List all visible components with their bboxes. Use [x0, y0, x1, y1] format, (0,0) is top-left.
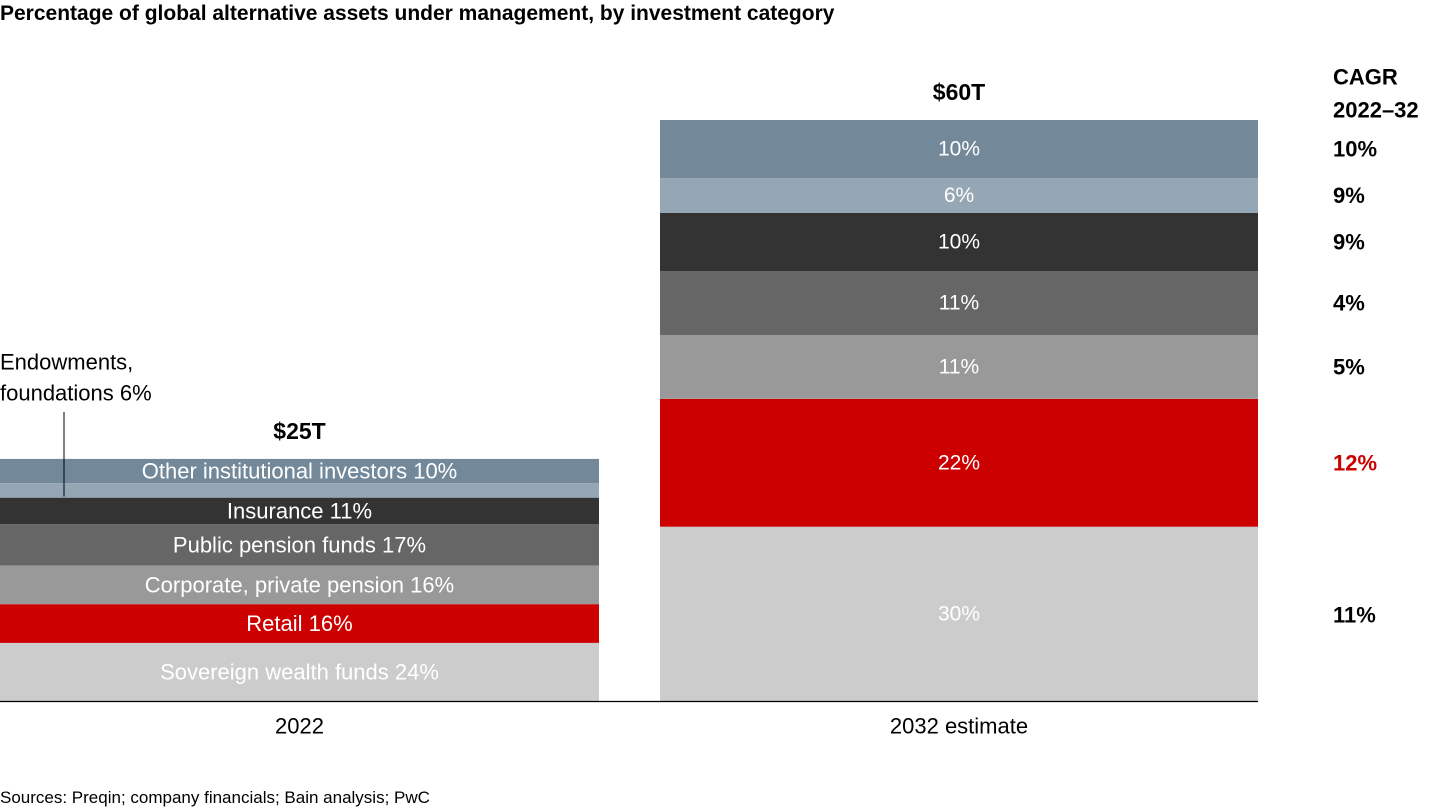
- bar-segment-public-0: [0, 524, 599, 566]
- segment-label-insurance-1: 10%: [938, 231, 980, 254]
- segment-label-public-1: 11%: [939, 292, 979, 315]
- chart-title: Percentage of global alternative assets …: [0, 2, 835, 25]
- bar-segment-endowments-1: [660, 178, 1258, 213]
- bar-segment-sovereign-1: [660, 526, 1258, 701]
- stacked-bar-chart: Sovereign wealth funds 24% Retail 16% Corp…: [0, 65, 1419, 739]
- segment-label-public-0: Public pension funds 17%: [173, 532, 426, 557]
- segment-label-other-1: 10%: [938, 138, 980, 161]
- cagr-value-public: 4%: [1333, 291, 1365, 316]
- bar-segment-sovereign-0: [0, 642, 599, 701]
- bar-segment-public-1: [660, 271, 1258, 335]
- cagr-header-line-1: 2022–32: [1333, 98, 1419, 123]
- cagr-value-insurance: 9%: [1333, 230, 1365, 255]
- segment-label-retail-1: 22%: [938, 451, 980, 474]
- bar-segment-insurance-0: [0, 497, 599, 525]
- segment-label-sovereign-1: 30%: [938, 602, 980, 625]
- cagr-value-corporate: 5%: [1333, 354, 1365, 379]
- segment-label-corporate-1: 11%: [939, 355, 979, 378]
- source-note: Sources: Preqin; company financials; Bai…: [0, 788, 430, 807]
- total-label-0: $25T: [273, 418, 325, 444]
- callout-text-line-0: Endowments,: [0, 350, 133, 375]
- cagr-value-other: 10%: [1333, 137, 1377, 162]
- bar-segment-other-1: [660, 120, 1258, 179]
- total-label-1: $60T: [933, 79, 985, 105]
- cagr-header-line-0: CAGR: [1333, 65, 1398, 90]
- segment-label-corporate-0: Corporate, private pension 16%: [145, 572, 454, 597]
- bar-segment-retail-0: [0, 604, 599, 643]
- bar-segment-corporate-0: [0, 565, 599, 605]
- category-label-1: 2032 estimate: [890, 714, 1028, 739]
- bar-segment-endowments-0: [0, 483, 599, 498]
- bar-segment-insurance-1: [660, 212, 1258, 272]
- segment-label-sovereign-0: Sovereign wealth funds 24%: [160, 659, 439, 684]
- bar-segment-other-0: [0, 458, 599, 484]
- cagr-value-endowments: 9%: [1333, 183, 1365, 208]
- bar-segment-corporate-1: [660, 334, 1258, 399]
- category-label-0: 2022: [275, 714, 324, 739]
- cagr-value-retail: 12%: [1333, 450, 1377, 475]
- callout-text-line-1: foundations 6%: [0, 381, 152, 406]
- cagr-value-sovereign: 11%: [1333, 602, 1376, 627]
- bar-segment-retail-1: [660, 398, 1258, 527]
- segment-label-retail-0: Retail 16%: [246, 611, 352, 636]
- segment-label-insurance-0: Insurance 11%: [227, 498, 372, 523]
- segment-label-endowments-1: 6%: [944, 184, 974, 207]
- segment-label-other-0: Other institutional investors 10%: [142, 459, 458, 484]
